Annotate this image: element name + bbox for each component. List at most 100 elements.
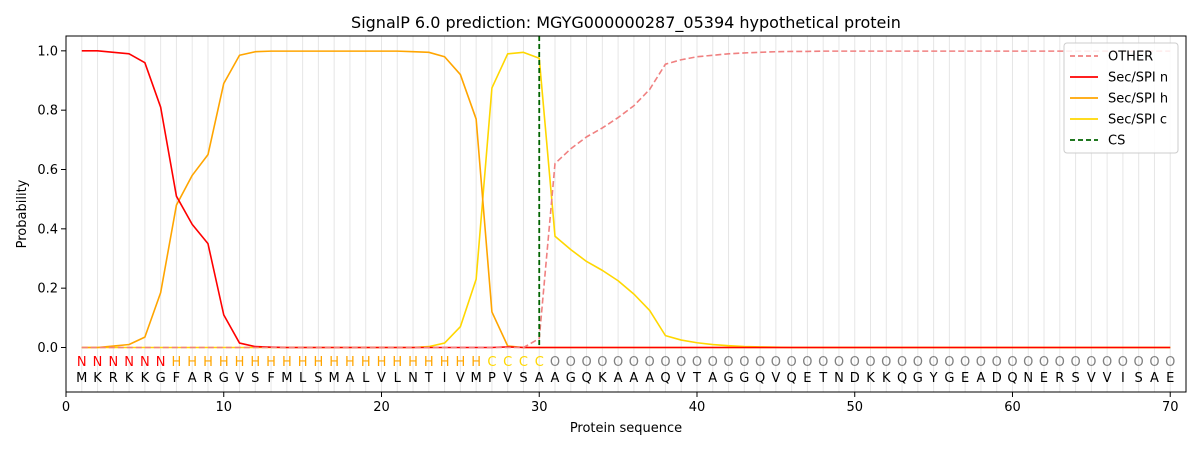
- residue-label-12: S: [251, 371, 259, 386]
- region-label-32: O: [566, 355, 576, 370]
- residue-label-54: G: [913, 371, 923, 386]
- residue-label-16: S: [314, 371, 322, 386]
- residue-label-66: V: [1103, 371, 1112, 386]
- y-tick-label-0.8: 0.8: [37, 104, 58, 119]
- residue-label-35: A: [614, 371, 623, 386]
- residue-label-42: G: [723, 371, 733, 386]
- x-tick-label-0: 0: [62, 400, 70, 415]
- legend-label-sec-spi-n: Sec/SPI n: [1108, 71, 1168, 86]
- residue-label-45: V: [771, 371, 780, 386]
- region-label-68: O: [1134, 355, 1144, 370]
- region-label-1: N: [77, 355, 87, 370]
- residue-label-67: I: [1121, 371, 1125, 386]
- sequence-layer: NMNKNRNKNKNGHFHAHRHGHVHSHFHMHLHSHMHAHLHV…: [76, 355, 1175, 386]
- region-label-23: H: [424, 355, 434, 370]
- x-tick-label-70: 70: [1162, 400, 1179, 415]
- legend-label-cs: CS: [1108, 134, 1125, 149]
- region-label-56: O: [944, 355, 954, 370]
- residue-label-64: S: [1071, 371, 1079, 386]
- region-label-28: C: [503, 355, 512, 370]
- residue-label-26: M: [471, 371, 482, 386]
- region-label-9: H: [203, 355, 213, 370]
- legend-box: [1063, 42, 1179, 154]
- residue-label-6: G: [156, 371, 166, 386]
- residue-label-57: E: [961, 371, 969, 386]
- residue-label-5: K: [141, 371, 150, 386]
- region-label-19: H: [361, 355, 371, 370]
- residue-label-55: Y: [929, 371, 938, 386]
- region-label-55: O: [928, 355, 938, 370]
- region-label-44: O: [755, 355, 765, 370]
- region-label-40: O: [692, 355, 702, 370]
- region-label-45: O: [771, 355, 781, 370]
- residue-label-43: G: [739, 371, 749, 386]
- region-label-20: H: [377, 355, 387, 370]
- series-line-other: [81, 50, 1171, 349]
- x-tick-label-10: 10: [215, 400, 232, 415]
- residue-label-69: A: [1150, 371, 1159, 386]
- region-label-15: H: [298, 355, 308, 370]
- region-label-51: O: [865, 355, 875, 370]
- residue-label-50: D: [850, 371, 860, 386]
- series-layer: [81, 36, 1171, 349]
- region-label-62: O: [1039, 355, 1049, 370]
- region-label-33: O: [581, 355, 591, 370]
- grid-layer: [81, 36, 1171, 392]
- region-label-8: H: [187, 355, 197, 370]
- axis-layer: 0 10 20 30 40 50 60 70 0.0 0.2 0.4 0.6 0.8 1.0: [37, 44, 1178, 415]
- residue-label-40: T: [692, 371, 701, 386]
- x-tick-label-40: 40: [689, 400, 706, 415]
- region-label-46: O: [787, 355, 797, 370]
- region-label-70: O: [1165, 355, 1175, 370]
- region-label-18: H: [345, 355, 355, 370]
- residue-label-70: E: [1166, 371, 1174, 386]
- legend: OTHER Sec/SPI n Sec/SPI h Sec/SPI c CS: [1063, 42, 1179, 154]
- residue-label-25: V: [456, 371, 465, 386]
- y-tick-label-0.2: 0.2: [37, 282, 58, 297]
- legend-label-sec-spi-c: Sec/SPI c: [1108, 113, 1167, 128]
- residue-label-53: Q: [897, 371, 907, 386]
- residue-label-15: L: [299, 371, 307, 386]
- y-tick-label-0.6: 0.6: [37, 163, 58, 178]
- residue-label-13: F: [267, 371, 274, 386]
- region-label-53: O: [897, 355, 907, 370]
- residue-label-38: Q: [660, 371, 670, 386]
- residue-label-29: S: [519, 371, 527, 386]
- residue-label-36: A: [629, 371, 638, 386]
- region-label-66: O: [1102, 355, 1112, 370]
- chart-title: SignalP 6.0 prediction: MGYG000000287_05…: [351, 13, 901, 33]
- region-label-11: H: [235, 355, 245, 370]
- residue-label-21: L: [394, 371, 402, 386]
- region-label-21: H: [392, 355, 402, 370]
- residue-label-24: I: [443, 371, 447, 386]
- y-axis-label: Probability: [15, 179, 30, 248]
- region-label-69: O: [1149, 355, 1159, 370]
- residue-label-65: V: [1087, 371, 1096, 386]
- region-label-4: N: [124, 355, 134, 370]
- region-label-47: O: [802, 355, 812, 370]
- residue-label-18: A: [345, 371, 354, 386]
- region-label-6: N: [156, 355, 166, 370]
- region-label-65: O: [1086, 355, 1096, 370]
- region-label-60: O: [1007, 355, 1017, 370]
- region-label-24: H: [440, 355, 450, 370]
- series-line-sec-spi-n: [81, 50, 1171, 349]
- residue-label-37: A: [645, 371, 654, 386]
- region-label-31: O: [550, 355, 560, 370]
- region-label-2: N: [93, 355, 103, 370]
- region-label-48: O: [818, 355, 828, 370]
- region-label-38: O: [660, 355, 670, 370]
- region-label-59: O: [992, 355, 1002, 370]
- residue-label-11: V: [235, 371, 244, 386]
- residue-label-63: R: [1055, 371, 1064, 386]
- region-label-52: O: [881, 355, 891, 370]
- residue-label-22: N: [408, 371, 418, 386]
- residue-label-51: K: [866, 371, 875, 386]
- residue-label-47: E: [803, 371, 811, 386]
- residue-label-48: T: [818, 371, 827, 386]
- residue-label-39: V: [677, 371, 686, 386]
- region-label-42: O: [723, 355, 733, 370]
- residue-label-4: K: [125, 371, 134, 386]
- y-tick-label-0.4: 0.4: [37, 222, 58, 237]
